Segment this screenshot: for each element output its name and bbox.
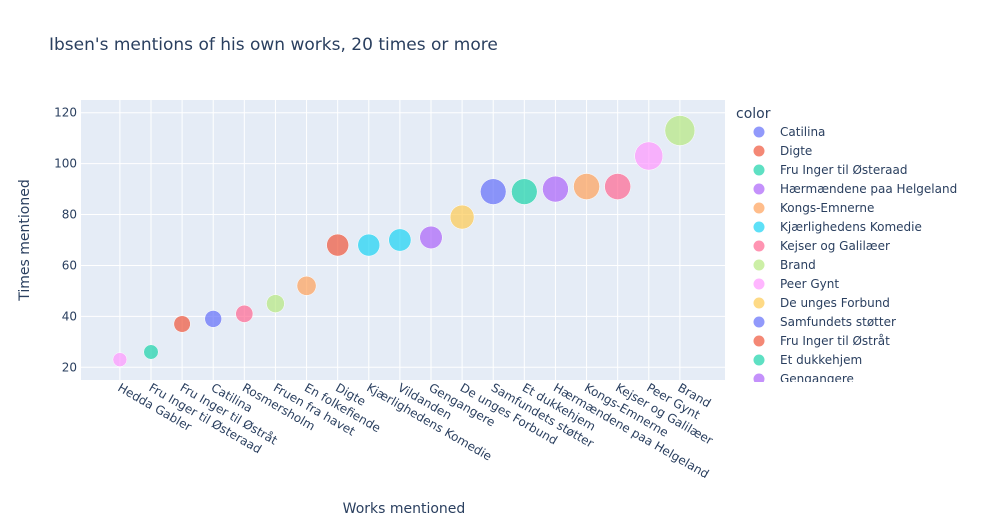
- y-tick-label: 120: [54, 106, 77, 120]
- legend-marker[interactable]: [753, 183, 765, 195]
- legend-marker[interactable]: [753, 240, 765, 252]
- legend-item-label[interactable]: Samfundets støtter: [780, 315, 896, 329]
- scatter-point[interactable]: [542, 175, 569, 203]
- scatter-point[interactable]: [266, 294, 285, 313]
- scatter-point[interactable]: [112, 352, 128, 367]
- legend-marker[interactable]: [753, 373, 765, 385]
- legend-marker[interactable]: [753, 221, 765, 233]
- x-axis-title: Works mentioned: [343, 501, 466, 517]
- scatter-point[interactable]: [326, 233, 349, 257]
- scatter-point[interactable]: [388, 228, 412, 252]
- scatter-point[interactable]: [511, 178, 538, 205]
- scatter-point[interactable]: [573, 173, 600, 200]
- legend-marker[interactable]: [753, 354, 765, 366]
- scatter-point[interactable]: [296, 275, 317, 296]
- scatter-point[interactable]: [143, 344, 159, 360]
- scatter-point[interactable]: [419, 225, 443, 249]
- legend-marker[interactable]: [753, 259, 765, 271]
- scatter-point[interactable]: [449, 204, 475, 230]
- legend-item-label[interactable]: Kejser og Galilæer: [780, 239, 890, 253]
- scatter-point[interactable]: [235, 304, 254, 323]
- legend-item-label[interactable]: Hærmændene paa Helgeland: [780, 182, 957, 196]
- data-points: [112, 115, 696, 367]
- scatter-point[interactable]: [480, 178, 507, 205]
- scatter-point[interactable]: [357, 233, 381, 257]
- legend-item-label[interactable]: Et dukkehjem: [780, 353, 862, 367]
- legend-item-label[interactable]: De unges Forbund: [780, 296, 890, 310]
- legend-marker[interactable]: [753, 164, 765, 176]
- y-tick-label: 100: [54, 157, 77, 171]
- y-tick-label: 80: [62, 208, 77, 222]
- scatter-point[interactable]: [634, 141, 664, 171]
- legend-item-label[interactable]: Kjærlighedens Komedie: [780, 220, 922, 234]
- scatter-point[interactable]: [664, 115, 696, 146]
- y-axis-title: Times mentioned: [17, 179, 33, 301]
- legend-item-label[interactable]: Kongs-Emnerne: [780, 201, 874, 215]
- legend-item-label[interactable]: Catilina: [780, 125, 825, 139]
- scatter-point[interactable]: [604, 173, 631, 200]
- legend-marker[interactable]: [753, 126, 765, 138]
- y-tick-label: 60: [62, 258, 77, 272]
- scatter-point[interactable]: [173, 315, 191, 333]
- legend[interactable]: Catilina Digte Fru Inger til Østeraad Hærmæ…: [753, 125, 958, 386]
- legend-title: color: [736, 106, 771, 122]
- legend-marker[interactable]: [753, 278, 765, 290]
- legend-item-label[interactable]: Gengangere: [780, 372, 854, 386]
- legend-marker[interactable]: [753, 316, 765, 328]
- legend-marker[interactable]: [753, 297, 765, 309]
- y-axis-ticks: 20 40 60 80 100 120: [54, 106, 77, 375]
- legend-marker[interactable]: [753, 145, 765, 157]
- legend-item-label[interactable]: Brand: [780, 258, 816, 272]
- legend-item-label[interactable]: Fru Inger til Østeraad: [780, 163, 908, 177]
- y-tick-label: 40: [62, 309, 77, 323]
- legend-marker[interactable]: [753, 335, 765, 347]
- y-tick-label: 20: [62, 360, 77, 374]
- chart-title: Ibsen's mentions of his own works, 20 ti…: [49, 35, 498, 55]
- scatter-point[interactable]: [204, 310, 222, 328]
- legend-item-label[interactable]: Digte: [780, 144, 812, 158]
- legend-marker[interactable]: [753, 202, 765, 214]
- legend-item-label[interactable]: Fru Inger til Østråt: [780, 334, 890, 348]
- legend-item-label[interactable]: Peer Gynt: [780, 277, 839, 291]
